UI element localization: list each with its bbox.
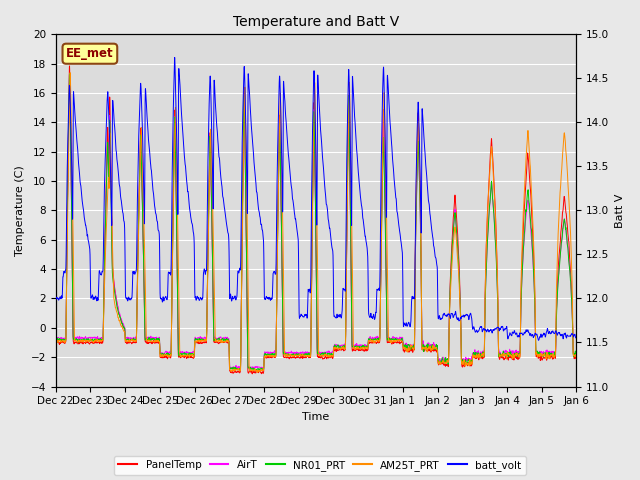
Y-axis label: Batt V: Batt V bbox=[615, 193, 625, 228]
Y-axis label: Temperature (C): Temperature (C) bbox=[15, 165, 25, 256]
Legend: PanelTemp, AirT, NR01_PRT, AM25T_PRT, batt_volt: PanelTemp, AirT, NR01_PRT, AM25T_PRT, ba… bbox=[115, 456, 525, 475]
X-axis label: Time: Time bbox=[303, 412, 330, 422]
Text: EE_met: EE_met bbox=[66, 47, 114, 60]
Title: Temperature and Batt V: Temperature and Batt V bbox=[233, 15, 399, 29]
